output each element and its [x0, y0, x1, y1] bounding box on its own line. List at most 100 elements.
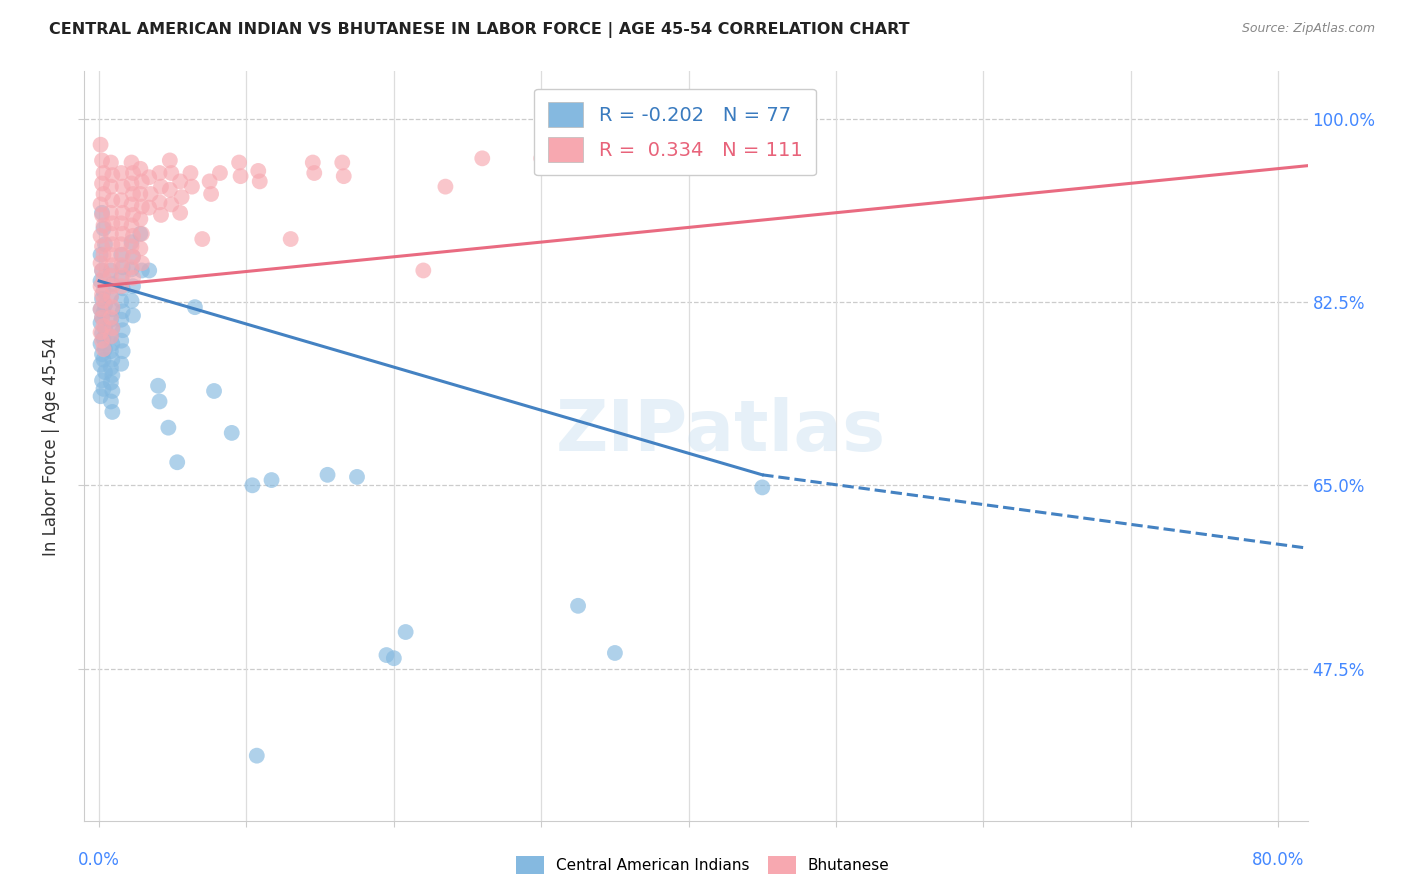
Point: [90, 197, 112, 211]
Point: [146, 378, 169, 392]
Point: [316, 467, 339, 482]
Point: [100, 312, 122, 326]
Point: [93, 318, 115, 333]
Point: [139, 186, 162, 201]
Point: [530, 152, 553, 166]
Point: [110, 357, 132, 371]
Point: [110, 258, 132, 272]
Point: [101, 302, 124, 317]
Point: [246, 748, 269, 763]
Point: [110, 237, 132, 252]
Point: [91, 177, 114, 191]
Point: [90, 256, 112, 270]
Point: [91, 263, 114, 277]
Point: [131, 174, 153, 188]
Point: [100, 290, 122, 304]
Point: [91, 287, 114, 301]
Point: [260, 473, 283, 487]
Point: [110, 334, 132, 348]
Point: [100, 376, 122, 390]
Point: [111, 179, 134, 194]
Point: [121, 260, 143, 275]
Point: [129, 242, 152, 256]
Text: ZIPatlas: ZIPatlas: [555, 397, 886, 466]
Point: [111, 268, 134, 283]
Point: [110, 293, 132, 308]
Point: [200, 186, 222, 201]
Point: [121, 197, 143, 211]
Point: [138, 170, 160, 185]
Point: [101, 216, 124, 230]
Point: [412, 263, 434, 277]
Point: [90, 274, 112, 288]
Point: [122, 228, 145, 243]
Point: [101, 277, 124, 291]
Point: [181, 179, 204, 194]
Point: [111, 281, 134, 295]
Point: [90, 326, 112, 340]
Point: [100, 206, 122, 220]
Point: [122, 270, 145, 285]
Point: [169, 174, 191, 188]
Point: [93, 186, 115, 201]
Point: [131, 256, 153, 270]
Point: [198, 174, 221, 188]
Point: [90, 302, 112, 317]
Text: CENTRAL AMERICAN INDIAN VS BHUTANESE IN LABOR FORCE | AGE 45-54 CORRELATION CHAR: CENTRAL AMERICAN INDIAN VS BHUTANESE IN …: [49, 22, 910, 38]
Point: [100, 329, 122, 343]
Point: [100, 344, 122, 359]
Point: [93, 342, 115, 356]
Point: [330, 155, 353, 169]
Point: [101, 194, 124, 208]
Point: [169, 206, 191, 220]
Point: [166, 455, 188, 469]
Point: [93, 166, 115, 180]
Point: [138, 263, 160, 277]
Point: [110, 166, 132, 180]
Point: [100, 263, 122, 277]
Point: [655, 152, 678, 166]
Point: [648, 137, 671, 152]
Point: [101, 237, 124, 252]
Point: [91, 208, 114, 222]
Point: [93, 219, 115, 233]
Text: 80.0%: 80.0%: [1251, 851, 1305, 869]
Point: [208, 166, 231, 180]
Point: [90, 279, 112, 293]
Point: [101, 321, 124, 335]
Point: [93, 270, 115, 285]
Point: [101, 352, 124, 367]
Point: [100, 310, 122, 325]
Point: [375, 648, 398, 662]
Point: [111, 206, 134, 220]
Point: [249, 174, 271, 188]
Point: [101, 336, 124, 351]
Point: [184, 300, 207, 314]
Point: [148, 166, 170, 180]
Point: [111, 323, 134, 337]
Point: [93, 352, 115, 367]
Point: [100, 329, 122, 343]
Point: [751, 480, 773, 494]
Point: [346, 470, 368, 484]
Point: [101, 258, 124, 272]
Point: [111, 304, 134, 318]
Point: [121, 293, 143, 308]
Point: [91, 374, 114, 388]
Point: [150, 179, 173, 194]
Point: [129, 186, 152, 201]
Point: [122, 186, 145, 201]
Point: [170, 190, 193, 204]
Point: [221, 425, 243, 440]
Point: [150, 208, 173, 222]
Point: [94, 298, 117, 312]
Point: [122, 309, 145, 323]
Point: [93, 305, 115, 319]
Point: [121, 262, 143, 277]
Legend: R = -0.202   N = 77, R =  0.334   N = 111: R = -0.202 N = 77, R = 0.334 N = 111: [534, 88, 815, 176]
Point: [91, 206, 114, 220]
Point: [100, 268, 122, 283]
Point: [121, 235, 143, 249]
Point: [110, 194, 132, 208]
Point: [129, 212, 152, 227]
